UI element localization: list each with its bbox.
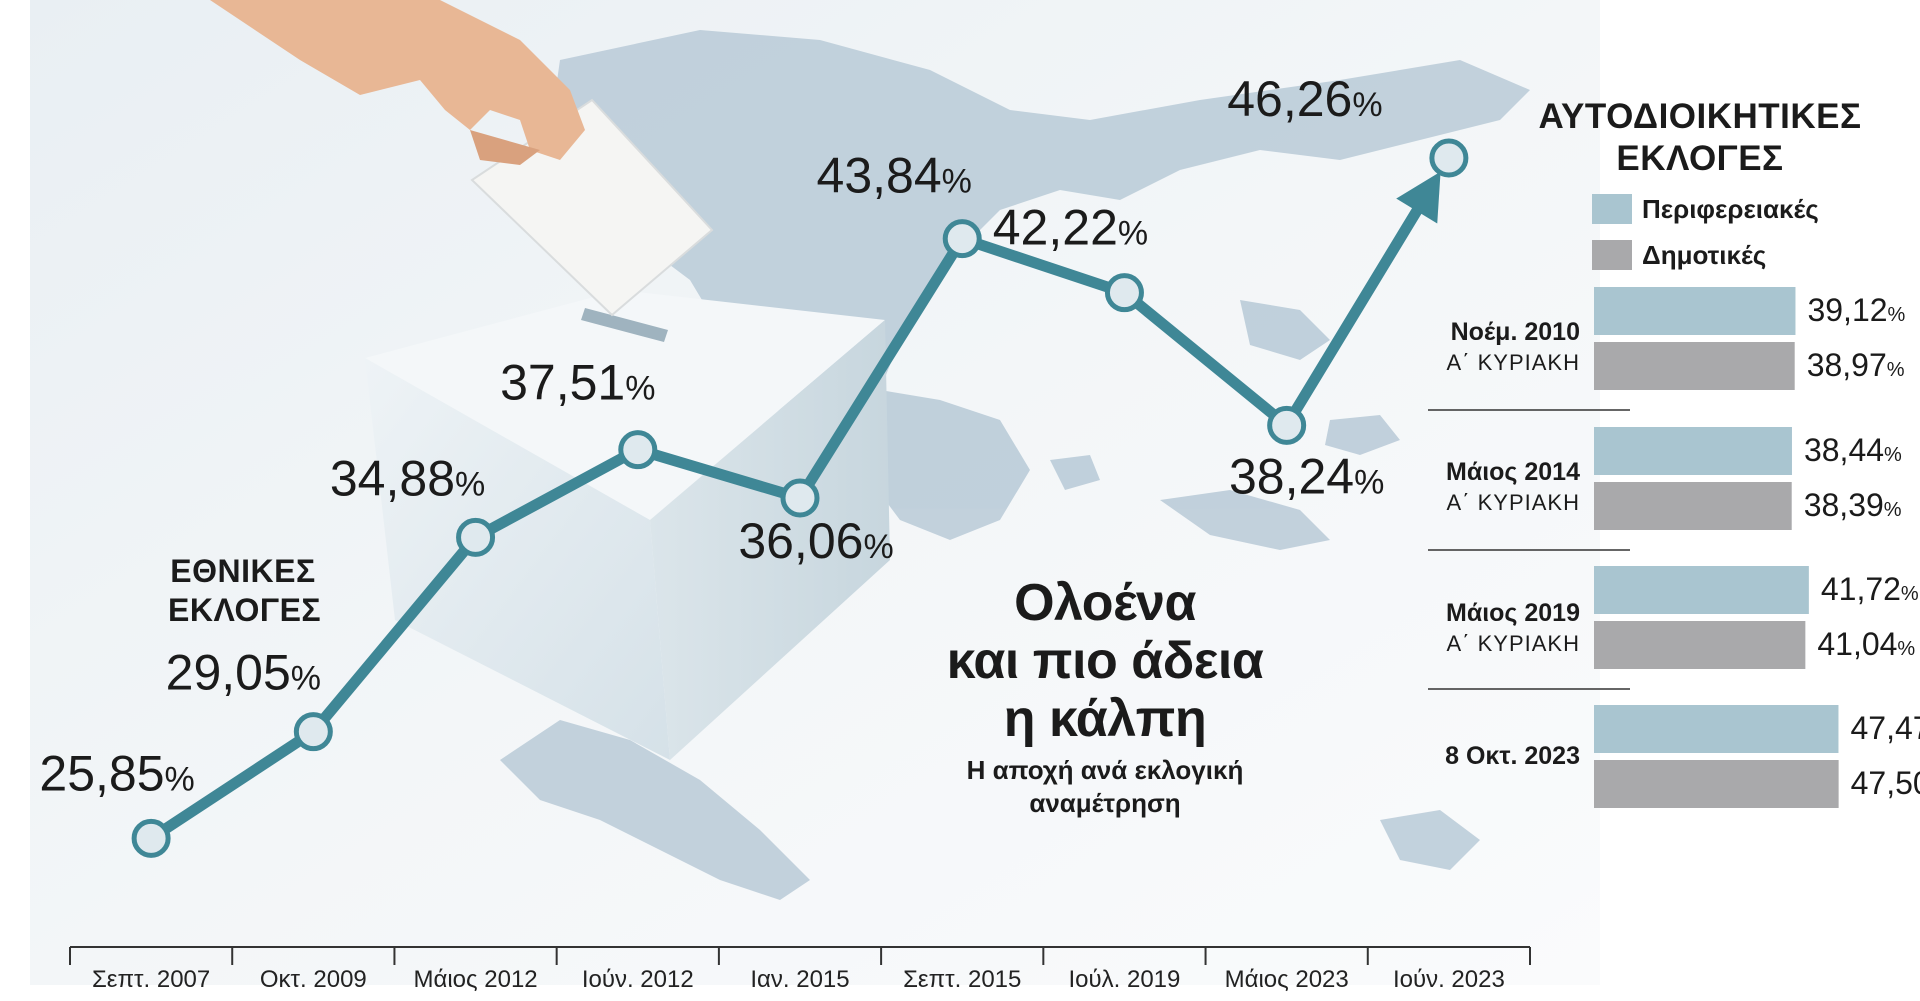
- subtitle-line-2: αναμέτρηση: [1029, 788, 1181, 818]
- bar-municipal: [1594, 621, 1806, 669]
- group-date: 8 Οκτ. 2023: [1445, 742, 1580, 770]
- headline-line-1: Ολοένα: [1014, 574, 1196, 632]
- data-point: [293, 712, 333, 752]
- bar-municipal: [1594, 482, 1792, 530]
- legend-item-municipal: Δημοτικές: [1592, 238, 1766, 272]
- data-label: 29,05%: [166, 645, 321, 701]
- local-title-line-2: ΕΚΛΟΓΕΣ: [1616, 139, 1784, 178]
- group-label-2019: Μάιος 2019 Α΄ ΚΥΡΙΑΚΗ: [1415, 597, 1580, 659]
- group-date: Νοέμ. 2010: [1450, 318, 1580, 346]
- x-tick-label: Ιούλ. 2019: [1069, 966, 1181, 993]
- data-label: 38,24%: [1229, 448, 1384, 504]
- bar-municipal: [1594, 760, 1839, 808]
- bar-value-label: 41,72%: [1821, 571, 1919, 607]
- data-point: [780, 478, 820, 518]
- x-axis: Σεπτ. 2007 Οκτ. 2009 Μάιος 2012 Ιούν. 2012 Ι…: [69, 946, 1531, 993]
- data-point: [1267, 405, 1307, 445]
- bars: 39,12% 38,97% 38,44% 38,39% 41,72% 41,04% 47,4…: [1428, 287, 1920, 808]
- headline-line-3: η κάλπη: [1003, 690, 1207, 748]
- x-tick-label: Ιούν. 2012: [582, 966, 694, 993]
- bar-regional: [1594, 566, 1809, 614]
- group-label-2014: Μάιος 2014 Α΄ ΚΥΡΙΑΚΗ: [1415, 456, 1580, 518]
- legend-swatch-regional: [1592, 194, 1632, 224]
- data-label: 46,26%: [1227, 71, 1382, 127]
- data-label: 42,22%: [993, 200, 1148, 256]
- legend-label-regional: Περιφερειακές: [1642, 193, 1819, 224]
- bar-value-label: 41,04%: [1817, 626, 1915, 662]
- data-point: [1104, 273, 1144, 313]
- x-tick-label: Οκτ. 2009: [260, 966, 367, 993]
- bar-value-label: 39,12%: [1807, 292, 1905, 328]
- legend-label-municipal: Δημοτικές: [1642, 239, 1767, 270]
- x-tick-label: Ιαν. 2015: [750, 966, 849, 993]
- bar-regional: [1594, 427, 1792, 475]
- data-point: [131, 818, 171, 858]
- group-round: Α΄ ΚΥΡΙΑΚΗ: [1446, 631, 1580, 656]
- ballot-box: [365, 290, 890, 760]
- subtitle-line-1: Η αποχή ανά εκλογική: [966, 755, 1244, 785]
- legend-item-regional: Περιφερειακές: [1592, 192, 1819, 226]
- data-point: [456, 517, 496, 557]
- trend-arrowhead: [1396, 171, 1441, 224]
- headline-subtitle: Η αποχή ανά εκλογική αναμέτρηση: [920, 754, 1290, 820]
- local-title-line-1: ΑΥΤΟΔΙΟΙΚΗΤΙΚΕΣ: [1538, 97, 1862, 136]
- national-title-line-2: ΕΚΛΟΓΕΣ: [168, 592, 322, 628]
- data-label: 34,88%: [330, 450, 485, 506]
- group-round: Α΄ ΚΥΡΙΑΚΗ: [1446, 490, 1580, 515]
- bar-municipal: [1594, 342, 1795, 390]
- bar-value-label: 38,39%: [1804, 487, 1902, 523]
- legend-swatch-municipal: [1592, 240, 1632, 270]
- group-label-2023: 8 Οκτ. 2023: [1415, 740, 1580, 772]
- bar-value-label: 47,50%: [1851, 765, 1920, 801]
- headline-title: Ολοένα και πιο άδεια η κάλπη: [920, 574, 1290, 748]
- data-markers: [131, 138, 1469, 858]
- national-elections-title: ΕΘΝΙΚΕΣ ΕΚΛΟΓΕΣ: [168, 552, 322, 630]
- bar-value-label: 47,47%: [1850, 710, 1920, 746]
- bar-value-label: 38,44%: [1804, 432, 1902, 468]
- x-tick-label: Μάιος 2012: [413, 966, 537, 993]
- data-point: [942, 219, 982, 259]
- bar-regional: [1594, 287, 1796, 335]
- data-label: 25,85%: [39, 745, 194, 801]
- data-point: [618, 430, 658, 470]
- headline: Ολοένα και πιο άδεια η κάλπη Η αποχή ανά…: [920, 574, 1290, 820]
- national-title-line-1: ΕΘΝΙΚΕΣ: [170, 553, 316, 589]
- x-tick-label: Σεπτ. 2007: [92, 966, 210, 993]
- headline-line-2: και πιο άδεια: [946, 632, 1264, 690]
- bar-regional: [1594, 705, 1839, 753]
- data-label: 43,84%: [817, 148, 972, 204]
- group-date: Μάιος 2019: [1446, 599, 1580, 627]
- hand-with-ballot: [210, 0, 714, 317]
- data-point: [1429, 138, 1469, 178]
- group-round: Α΄ ΚΥΡΙΑΚΗ: [1446, 350, 1580, 375]
- data-label: 36,06%: [738, 513, 893, 569]
- x-tick-label: Σεπτ. 2015: [903, 966, 1021, 993]
- x-tick-label: Μάιος 2023: [1225, 966, 1349, 993]
- bar-value-label: 38,97%: [1807, 347, 1905, 383]
- group-label-2010: Νοέμ. 2010 Α΄ ΚΥΡΙΑΚΗ: [1415, 316, 1580, 378]
- group-date: Μάιος 2014: [1446, 458, 1580, 486]
- local-elections-title: ΑΥΤΟΔΙΟΙΚΗΤΙΚΕΣ ΕΚΛΟΓΕΣ: [1530, 96, 1870, 180]
- x-tick-label: Ιούν. 2023: [1393, 966, 1505, 993]
- data-labels: 25,85% 29,05% 34,88% 37,51% 36,06% 43,84% 42,2…: [39, 71, 1384, 801]
- data-label: 37,51%: [500, 355, 655, 411]
